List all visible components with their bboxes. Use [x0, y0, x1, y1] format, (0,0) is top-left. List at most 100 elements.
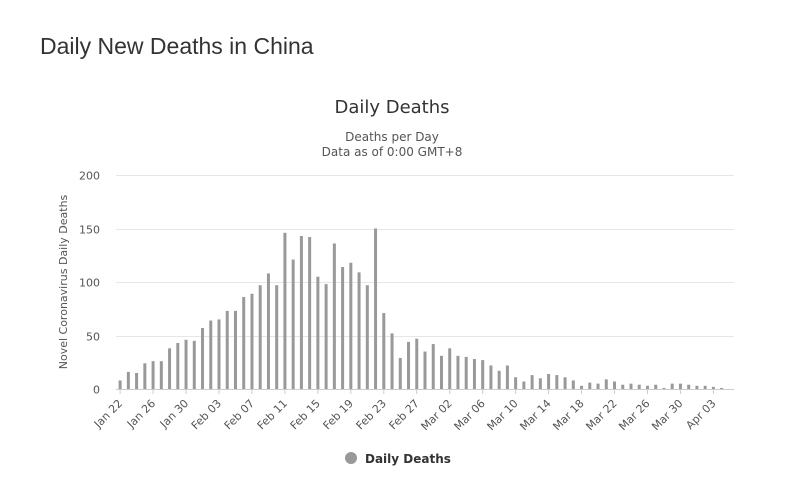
bar[interactable]: Mar 15: 13: [555, 375, 559, 389]
bar[interactable]: Jan 24: 15: [135, 372, 139, 389]
x-tick-label: Jan 22: [91, 397, 125, 431]
bar[interactable]: Feb 27: 47: [415, 338, 419, 389]
x-tick-label: Feb 03: [189, 397, 224, 432]
bar[interactable]: Mar 23: 4: [621, 384, 625, 389]
bar[interactable]: Jan 25: 24: [143, 363, 147, 389]
x-tick-label: Mar 10: [485, 397, 521, 433]
bar[interactable]: Feb 13: 143: [299, 235, 303, 389]
bar[interactable]: Mar 11: 7: [522, 381, 526, 389]
bar[interactable]: Mar 13: 10: [538, 378, 542, 389]
bar[interactable]: Jan 22: 8: [118, 380, 122, 389]
bar[interactable]: Mar 30: 5: [678, 383, 682, 389]
bar[interactable]: Mar 29: 5: [670, 383, 674, 389]
x-tick-label: Feb 27: [387, 397, 422, 432]
x-tick-label: Feb 07: [222, 397, 257, 432]
bar[interactable]: Feb 02: 64: [209, 320, 213, 389]
x-tick-label: Feb 23: [354, 397, 389, 432]
legend-marker-icon: [345, 452, 357, 464]
bar[interactable]: Jan 27: 26: [159, 361, 163, 389]
bar[interactable]: Mar 18: 3: [580, 385, 584, 389]
bar[interactable]: Feb 18: 114: [341, 267, 345, 389]
x-tick-label: Feb 19: [321, 397, 356, 432]
bar[interactable]: Apr 02: 3: [703, 385, 707, 389]
bar[interactable]: Jan 23: 16: [126, 371, 130, 389]
bar[interactable]: Feb 25: 29: [398, 357, 402, 389]
bar[interactable]: Feb 20: 109: [357, 272, 361, 389]
bar[interactable]: Mar 08: 17: [497, 370, 501, 389]
x-tick-label: Mar 26: [616, 397, 652, 433]
bar[interactable]: Feb 16: 98: [324, 284, 328, 389]
bar[interactable]: Mar 06: 27: [481, 360, 485, 389]
bar[interactable]: Feb 04: 73: [225, 310, 229, 389]
bar[interactable]: Mar 10: 11: [514, 377, 518, 389]
bar[interactable]: Mar 26: 3: [645, 385, 649, 389]
bar[interactable]: Feb 07: 89: [250, 293, 254, 389]
bar[interactable]: Mar 28: 1: [662, 387, 666, 389]
bar[interactable]: Feb 28: 35: [423, 351, 427, 389]
bar[interactable]: Feb 23: 71: [382, 313, 386, 389]
bar[interactable]: Mar 22: 7: [613, 381, 617, 389]
x-tick-label: Apr 03: [683, 397, 718, 432]
bar[interactable]: Feb 01: 57: [201, 328, 205, 389]
bar[interactable]: Mar 27: 4: [654, 384, 658, 389]
x-tick-label: Jan 30: [157, 397, 191, 431]
bar[interactable]: Mar 14: 14: [547, 374, 551, 389]
bar[interactable]: Feb 22: 150: [374, 228, 378, 390]
bar[interactable]: Feb 11: 146: [283, 232, 287, 389]
bar[interactable]: Mar 17: 8: [571, 380, 575, 389]
bar[interactable]: Mar 03: 31: [456, 355, 460, 389]
bar[interactable]: Feb 14: 142: [308, 237, 312, 389]
bar[interactable]: Mar 25: 4: [637, 384, 641, 389]
bar[interactable]: Feb 19: 118: [349, 262, 353, 389]
bar[interactable]: Jan 30: 46: [184, 339, 188, 389]
bar[interactable]: Mar 20: 5: [596, 383, 600, 389]
bar[interactable]: Mar 04: 30: [464, 356, 468, 389]
x-tick-label: Mar 18: [550, 397, 586, 433]
x-tick-label: Mar 30: [649, 397, 685, 433]
bar[interactable]: Mar 07: 22: [489, 365, 493, 389]
bar[interactable]: Feb 10: 97: [275, 285, 279, 389]
bar[interactable]: Apr 04: 1: [720, 387, 724, 389]
bar[interactable]: Mar 16: 11: [563, 377, 567, 389]
y-axis-title: Novel Coronavirus Daily Deaths: [57, 194, 70, 369]
legend-label: Daily Deaths: [365, 452, 451, 466]
bar[interactable]: Mar 21: 9: [604, 379, 608, 389]
bar[interactable]: Apr 01: 3: [695, 385, 699, 389]
y-axis-ticks: 0 50 100 150 200: [79, 170, 100, 397]
y-tick-label: 200: [79, 170, 100, 183]
x-tick-label: Mar 06: [452, 397, 488, 433]
chart-title: Daily Deaths: [334, 97, 449, 118]
bar[interactable]: Mar 24: 5: [629, 383, 633, 389]
bar[interactable]: Mar 02: 38: [448, 348, 452, 389]
bar[interactable]: Jan 29: 43: [176, 342, 180, 389]
bar[interactable]: Feb 29: 42: [431, 344, 435, 389]
bar[interactable]: Feb 05: 73: [233, 310, 237, 389]
bar[interactable]: Feb 26: 44: [407, 341, 411, 389]
bar[interactable]: Mar 01: 31: [439, 355, 443, 389]
bar[interactable]: Feb 06: 86: [242, 296, 246, 389]
bar[interactable]: Feb 09: 108: [266, 273, 270, 389]
x-tick-label: Feb 11: [255, 397, 290, 432]
bar[interactable]: Mar 19: 6: [588, 382, 592, 389]
bar[interactable]: Feb 17: 136: [332, 243, 336, 389]
bar[interactable]: Mar 31: 4: [687, 384, 691, 389]
bar[interactable]: Feb 15: 105: [316, 276, 320, 389]
bar[interactable]: Mar 05: 28: [472, 359, 476, 389]
x-tick-label: Mar 14: [517, 397, 553, 433]
bar-series[interactable]: Jan 22: 8 Jan 23: 16 Jan 24: 15 Jan 25: 24 J…: [118, 228, 724, 390]
bar[interactable]: Feb 03: 65: [217, 319, 221, 389]
x-tick-label: Feb 15: [288, 397, 323, 432]
bar[interactable]: Feb 12: 121: [291, 259, 295, 389]
bar[interactable]: Jan 28: 38: [168, 348, 172, 389]
bar[interactable]: Feb 21: 97: [365, 285, 369, 389]
legend-item[interactable]: Daily Deaths: [345, 452, 451, 466]
bar[interactable]: Mar 12: 13: [530, 375, 534, 389]
bar[interactable]: Mar 09: 22: [505, 365, 509, 389]
bar[interactable]: Feb 08: 97: [258, 285, 262, 389]
bar[interactable]: Jan 26: 26: [151, 361, 155, 389]
bar[interactable]: Jan 31: 45: [192, 340, 196, 389]
bar[interactable]: Feb 24: 52: [390, 333, 394, 389]
bar[interactable]: Apr 03: 2: [711, 386, 715, 389]
